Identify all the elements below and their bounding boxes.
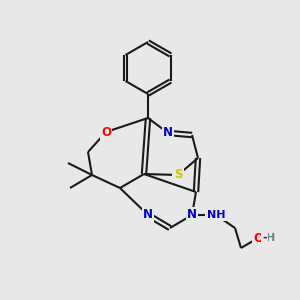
Text: -: - [262, 233, 267, 243]
Text: N: N [187, 208, 197, 221]
Text: O: O [101, 125, 111, 139]
Text: S: S [174, 169, 182, 182]
Text: N: N [163, 127, 173, 140]
Text: NH: NH [207, 210, 225, 220]
Text: O: O [253, 232, 263, 244]
Text: N: N [143, 208, 153, 221]
Text: H: H [266, 233, 276, 243]
